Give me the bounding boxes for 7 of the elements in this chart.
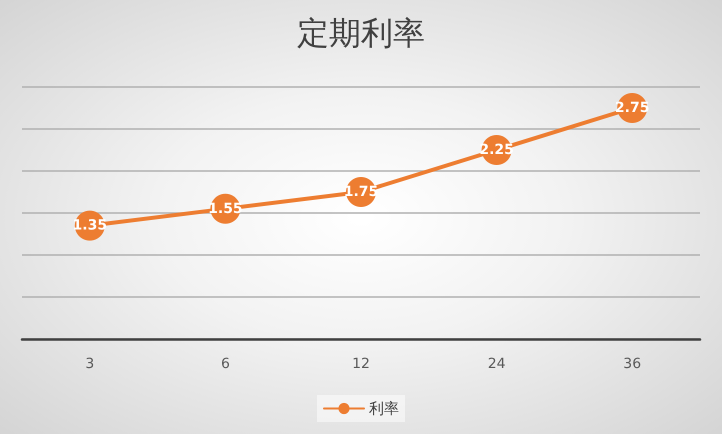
x-tick-label: 36 — [623, 356, 642, 372]
chart-title: 定期利率 — [297, 14, 425, 52]
x-tick-label: 3 — [85, 356, 94, 372]
x-tick-label: 12 — [352, 356, 370, 372]
legend-label: 利率 — [369, 400, 399, 418]
x-tick-label: 6 — [220, 356, 230, 372]
x-tick-label: 24 — [488, 356, 506, 372]
